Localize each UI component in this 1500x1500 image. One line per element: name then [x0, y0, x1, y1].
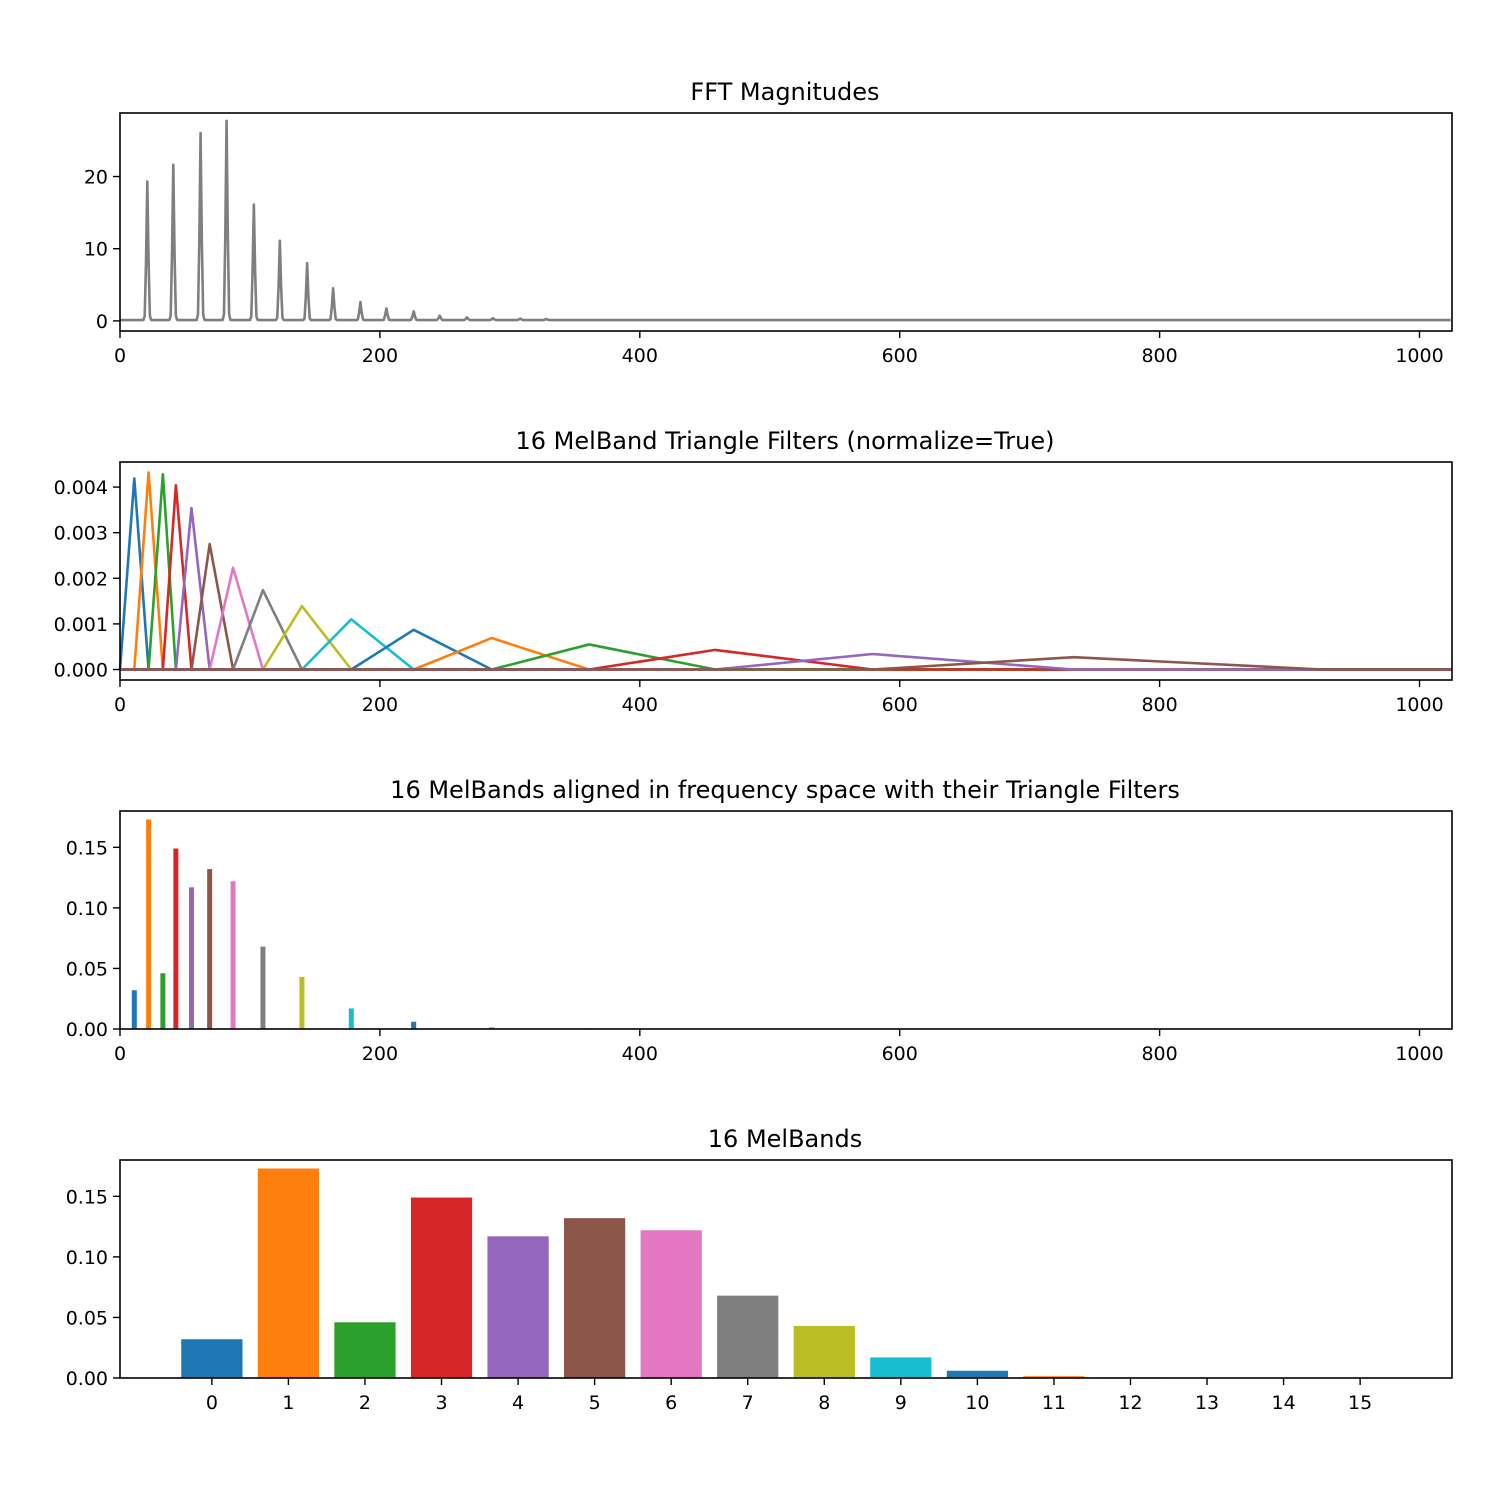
y-tick-label: 0.15	[66, 837, 108, 859]
fft-magnitude-line	[120, 119, 1451, 322]
x-tick-label: 1	[282, 1392, 294, 1414]
aligned-band-bar	[188, 887, 194, 1029]
x-tick-label: 2	[359, 1392, 371, 1414]
x-tick-label: 14	[1271, 1392, 1295, 1414]
fft-magnitudes-panel: FFT Magnitudes 0 200 400 600 800 1000 0 10 20	[84, 78, 1453, 367]
aligned-band-bar	[146, 819, 152, 1029]
melband-bar	[181, 1339, 243, 1378]
x-tick-label: 0	[206, 1392, 218, 1414]
x-tick-label: 600	[882, 345, 918, 367]
melband-bar	[564, 1218, 626, 1378]
melband-bar	[640, 1230, 702, 1378]
x-tick-label: 1000	[1395, 1043, 1443, 1065]
x-tick-label: 0	[114, 1043, 126, 1065]
y-tick-label: 0.10	[66, 898, 108, 920]
x-tick-label: 800	[1141, 345, 1177, 367]
x-tick-label: 11	[1042, 1392, 1066, 1414]
y-tick-label: 20	[84, 167, 108, 189]
x-tick-label: 200	[362, 345, 398, 367]
x-tick-label: 0	[114, 694, 126, 716]
aligned-band-bar	[173, 848, 179, 1029]
x-tick-label: 1000	[1395, 694, 1443, 716]
melband-bar	[870, 1357, 932, 1378]
aligned-melbands-panel: 16 MelBands aligned in frequency space w…	[66, 776, 1453, 1065]
x-tick-label: 12	[1118, 1392, 1142, 1414]
x-tick-label: 9	[895, 1392, 907, 1414]
aligned-band-bar	[207, 869, 213, 1029]
aligned-band-bar	[411, 1021, 417, 1029]
y-tick-label: 0.10	[66, 1247, 108, 1269]
aligned-band-bar	[131, 990, 137, 1029]
chart-title: 16 MelBand Triangle Filters (normalize=T…	[516, 427, 1055, 455]
y-tick-label: 0.05	[66, 1307, 108, 1329]
x-tick-label: 400	[622, 694, 658, 716]
aligned-band-bar	[489, 1027, 495, 1029]
y-tick-label: 0.003	[54, 523, 108, 545]
x-tick-label: 6	[665, 1392, 677, 1414]
y-tick-label: 10	[84, 239, 108, 261]
x-tick-label: 13	[1195, 1392, 1219, 1414]
x-tick-label: 400	[622, 345, 658, 367]
melband-bar	[1023, 1376, 1085, 1378]
y-tick-label: 0	[96, 311, 108, 333]
x-tick-label: 1000	[1395, 345, 1443, 367]
melband-bar	[410, 1197, 473, 1378]
y-tick-label: 0.15	[66, 1186, 108, 1208]
aligned-band-bar	[230, 881, 236, 1029]
x-tick-label: 800	[1141, 694, 1177, 716]
triangle-filter-15	[120, 655, 1452, 671]
y-tick-label: 0.002	[54, 568, 108, 590]
x-tick-label: 10	[965, 1392, 989, 1414]
melband-bar	[946, 1370, 1008, 1378]
x-tick-label: 0	[114, 345, 126, 367]
aligned-band-bar	[160, 973, 166, 1029]
melband-bar	[257, 1168, 320, 1378]
y-tick-label: 0.05	[66, 958, 108, 980]
x-tick-label: 800	[1141, 1043, 1177, 1065]
y-tick-label: 0.001	[54, 614, 108, 636]
y-tick-label: 0.004	[54, 477, 108, 499]
plot-frame	[119, 810, 1453, 1030]
y-tick-label: 0.00	[66, 1368, 108, 1390]
y-tick-label: 0.000	[54, 660, 108, 682]
x-tick-label: 8	[818, 1392, 830, 1414]
aligned-band-bar	[299, 976, 305, 1029]
plot-frame	[119, 461, 1453, 681]
x-tick-label: 200	[362, 1043, 398, 1065]
x-tick-label: 400	[622, 1043, 658, 1065]
melband-bar	[334, 1322, 396, 1378]
melband-bar	[793, 1325, 855, 1378]
x-tick-label: 15	[1348, 1392, 1372, 1414]
melband-bar	[717, 1295, 779, 1378]
chart-title: FFT Magnitudes	[690, 78, 879, 106]
plot-frame	[119, 1159, 1453, 1379]
chart-title: 16 MelBands	[708, 1125, 862, 1153]
plot-frame	[119, 112, 1453, 332]
x-tick-label: 600	[882, 1043, 918, 1065]
x-tick-label: 600	[882, 694, 918, 716]
x-tick-label: 4	[512, 1392, 524, 1414]
x-tick-label: 3	[435, 1392, 447, 1414]
melbands-bar-panel: 16 MelBands 0 1 2 3 4 5 6 7 8 9 10 11 12 13 14 150.000.…	[66, 1125, 1453, 1414]
x-tick-label: 200	[362, 694, 398, 716]
x-tick-label: 5	[589, 1392, 601, 1414]
chart-title: 16 MelBands aligned in frequency space w…	[390, 776, 1180, 804]
melband-bar	[487, 1236, 549, 1378]
aligned-band-bar	[348, 1008, 354, 1029]
triangle-filters-panel: 16 MelBand Triangle Filters (normalize=T…	[54, 427, 1453, 716]
aligned-band-bar	[260, 946, 266, 1029]
x-tick-label: 7	[742, 1392, 754, 1414]
y-tick-label: 0.00	[66, 1019, 108, 1041]
